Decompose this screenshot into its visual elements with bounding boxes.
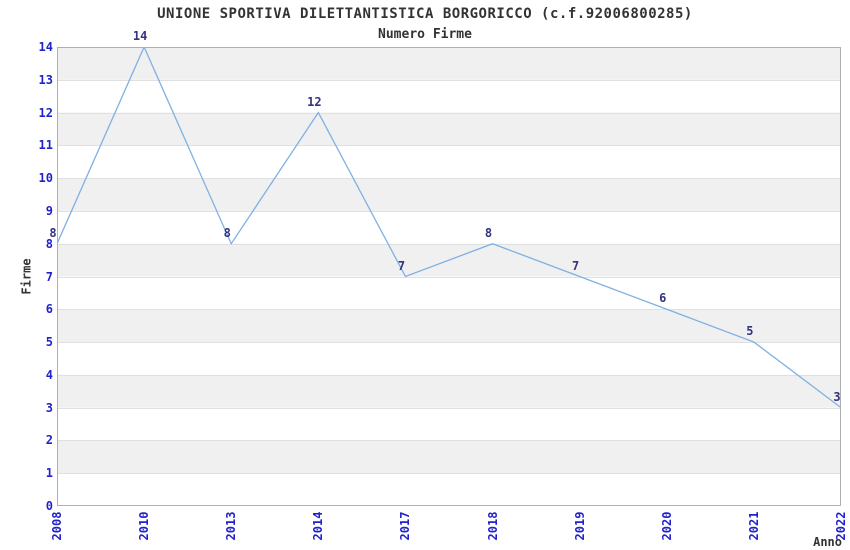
x-tick-label: 2019: [572, 511, 587, 541]
x-tick-label: 2017: [398, 511, 413, 541]
band-stripes: [57, 47, 841, 474]
x-tick-label: 2010: [137, 511, 152, 541]
y-tick-label: 14: [38, 40, 53, 54]
y-tick-label: 3: [45, 400, 53, 415]
firme-line-series: [56, 45, 842, 409]
x-tick-label: 2021: [746, 511, 761, 541]
plot-area: [56, 45, 842, 507]
data-point-label: 14: [132, 29, 148, 43]
band-stripe: [57, 47, 841, 80]
x-axis-label: Anno: [813, 535, 842, 549]
plot-border: [57, 47, 841, 506]
y-tick-label: 11: [38, 138, 53, 153]
line-chart-svg: [56, 45, 842, 507]
band-stripe: [57, 374, 841, 408]
y-tick-label: 4: [45, 367, 53, 382]
y-tick-label: 0: [45, 499, 53, 513]
data-point-label: 8: [223, 225, 231, 240]
data-point-label: 7: [397, 258, 406, 273]
x-tick-label: 2014: [311, 511, 326, 541]
data-point-label: 8: [484, 225, 493, 240]
chart-subtitle: Numero Firme: [378, 27, 472, 42]
band-stripe: [57, 112, 841, 146]
y-tick-label: 13: [38, 72, 53, 87]
data-point-label: 8: [49, 225, 57, 240]
band-stripe: [57, 309, 841, 343]
y-tick-label: 1: [45, 466, 53, 481]
x-tick-label: 2013: [224, 511, 239, 541]
y-tick-label: 8: [45, 236, 53, 251]
y-tick-label: 7: [45, 269, 53, 284]
y-tick-label: 2: [45, 433, 53, 448]
y-tick-label: 5: [45, 335, 53, 350]
y-tick-label: 9: [45, 203, 53, 218]
x-tick-label: 2018: [485, 511, 500, 541]
band-stripe: [57, 178, 841, 211]
y-tick-label: 6: [45, 302, 53, 317]
data-point-label: 5: [746, 324, 754, 339]
data-point-label: 7: [572, 258, 580, 273]
x-tick-label: 2020: [659, 511, 674, 541]
band-stripe: [57, 440, 841, 474]
y-tick-label: 10: [38, 171, 53, 186]
data-point-label: 3: [833, 389, 841, 404]
data-point-label: 6: [659, 291, 667, 306]
y-tick-label: 12: [38, 105, 53, 120]
data-point-label: 12: [307, 94, 322, 109]
chart-title: UNIONE SPORTIVA DILETTANTISTICA BORGORIC…: [157, 6, 693, 22]
x-tick-label: 2008: [50, 511, 64, 541]
